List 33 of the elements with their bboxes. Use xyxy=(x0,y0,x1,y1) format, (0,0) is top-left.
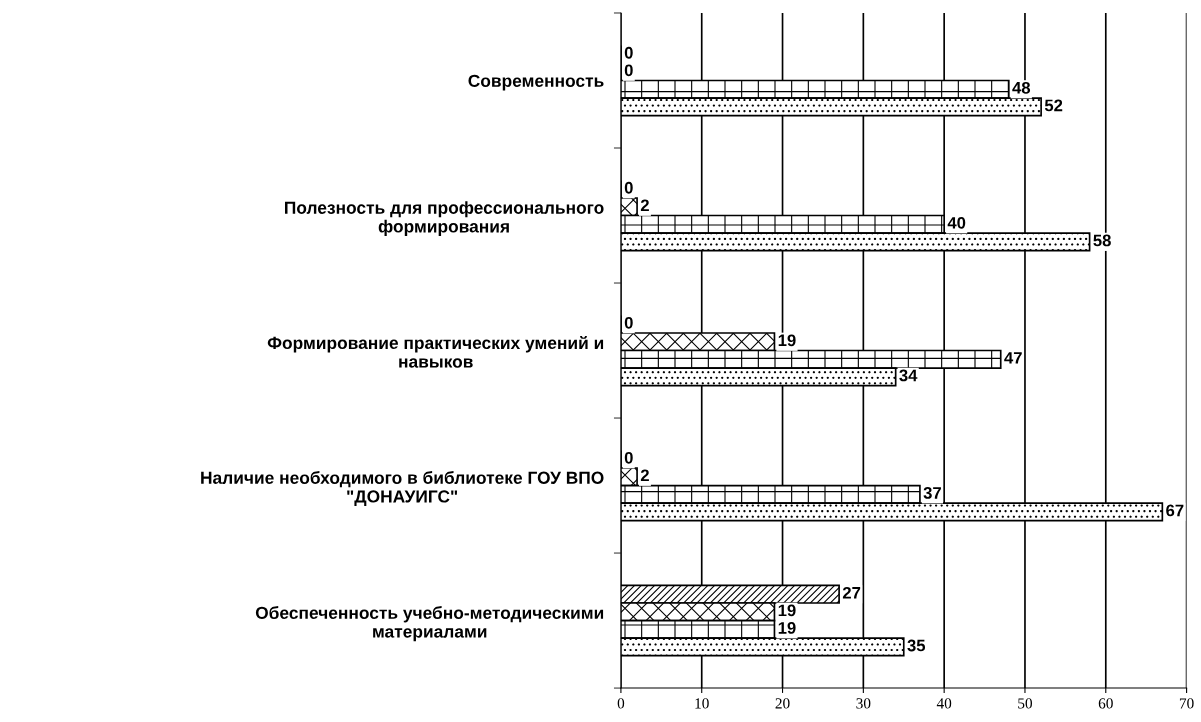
data-label: 37 xyxy=(923,486,941,499)
data-label: 48 xyxy=(1012,81,1031,94)
data-label: 0 xyxy=(624,181,633,194)
data-label: 19 xyxy=(778,622,796,634)
x-tick-label: 60 xyxy=(1098,698,1113,709)
data-label: 19 xyxy=(778,334,796,347)
data-label: 47 xyxy=(1004,352,1022,364)
data-label: 35 xyxy=(907,639,926,652)
x-tick-label: 50 xyxy=(1018,698,1033,709)
data-label: 34 xyxy=(899,369,918,382)
x-tick-label: 30 xyxy=(856,698,871,709)
data-label: 67 xyxy=(1166,504,1184,517)
data-label: 0 xyxy=(624,64,633,77)
y-tick-label: Обеспеченность учебно-методическими материалами xyxy=(255,606,604,642)
data-label: 2 xyxy=(640,469,649,482)
y-tick-label: Современность xyxy=(468,74,604,91)
data-label: 27 xyxy=(842,586,861,599)
data-label: 58 xyxy=(1093,234,1111,247)
data-label: 40 xyxy=(947,216,966,229)
x-tick-label: 70 xyxy=(1179,698,1194,709)
x-tick-label: 40 xyxy=(936,698,952,709)
data-label: 19 xyxy=(778,604,796,617)
y-tick-label: Формирование практических умений и навыков xyxy=(267,335,604,368)
data-label: 0 xyxy=(624,46,633,59)
x-tick-label: 10 xyxy=(695,698,709,709)
data-label: 0 xyxy=(624,316,633,329)
data-label: 52 xyxy=(1044,99,1063,112)
x-tick-label: 20 xyxy=(775,698,790,709)
y-tick-label: Полезность для профессионального формирования xyxy=(285,201,604,237)
y-tick-label: Наличие необходимого в библиотеке ГОУ ВПО "ДОНАУИГС" xyxy=(201,471,604,506)
data-label: 2 xyxy=(640,199,649,212)
x-tick-label: 0 xyxy=(617,698,625,709)
data-label: 0 xyxy=(624,451,633,464)
